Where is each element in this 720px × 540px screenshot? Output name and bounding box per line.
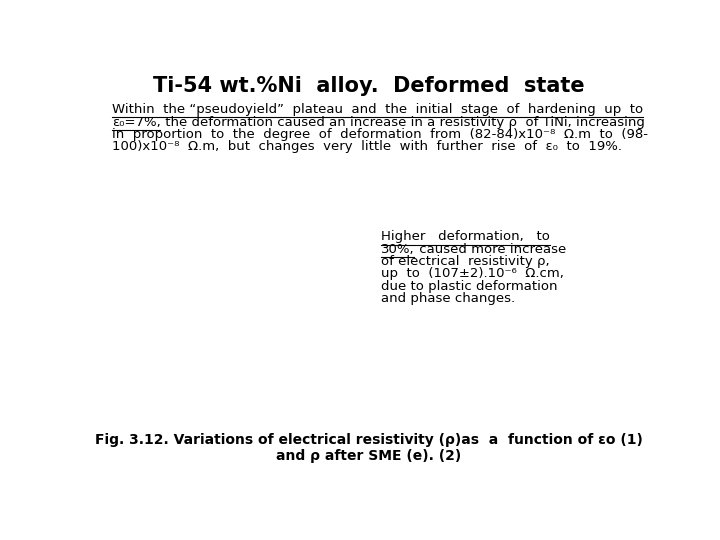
Text: and phase changes.: and phase changes. (381, 292, 515, 305)
Text: up  to  (107±2).10⁻⁶  Ω.cm,: up to (107±2).10⁻⁶ Ω.cm, (381, 267, 564, 280)
Text: Within  the “pseudoyield”  plateau  and  the  initial  stage  of  hardening  up : Within the “pseudoyield” plateau and the… (112, 103, 643, 116)
Text: ε₀=7%,: ε₀=7%, (112, 116, 161, 129)
Text: the deformation caused an increase in a resistivity ρ  of TiNi, increasing: the deformation caused an increase in a … (161, 116, 645, 129)
Text: Ti-54 wt.%Ni  alloy.  Deformed  state: Ti-54 wt.%Ni alloy. Deformed state (153, 76, 585, 96)
Text: of electrical  resistivity ρ,: of electrical resistivity ρ, (381, 255, 549, 268)
Text: 30%,: 30%, (381, 242, 414, 255)
Text: Higher   deformation,   to: Higher deformation, to (381, 231, 549, 244)
Text: Fig. 3.12. Variations of electrical resistivity (ρ)as  a  function of εo (1)
and: Fig. 3.12. Variations of electrical resi… (95, 433, 643, 463)
Text: 100)x10⁻⁸  Ω.m,  but  changes  very  little  with  further  rise  of  ε₀  to  19: 100)x10⁻⁸ Ω.m, but changes very little w… (112, 140, 621, 153)
Text: caused more increase: caused more increase (415, 242, 566, 255)
Text: due to plastic deformation: due to plastic deformation (381, 280, 557, 293)
Text: in  proportion  to  the  degree  of  deformation  from  (82-84)x10⁻⁸  Ω.m  to  (: in proportion to the degree of deformati… (112, 128, 648, 141)
